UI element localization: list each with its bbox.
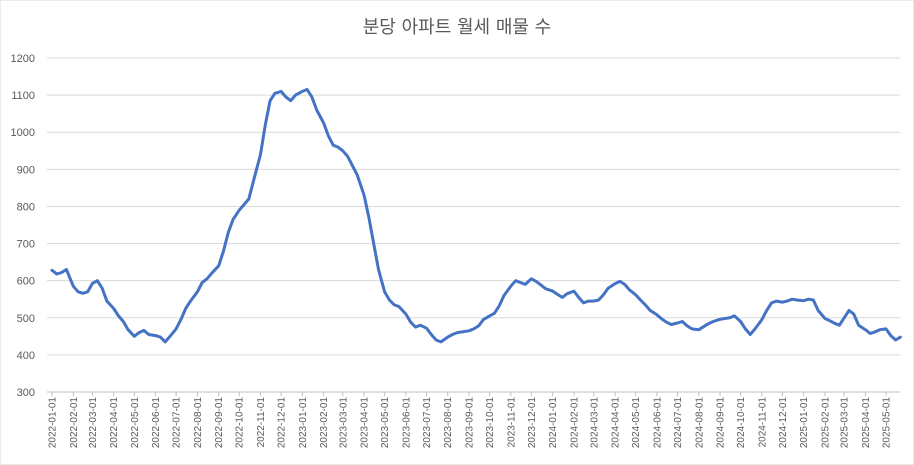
x-tick-label: 2024-03-01: [589, 397, 600, 449]
series-line: [50, 88, 902, 344]
y-tick-label: 600: [17, 276, 35, 288]
x-tick-label: 2024-08-01: [694, 397, 705, 449]
x-tick-label: 2024-12-01: [778, 397, 789, 449]
x-tick-label: 2022-08-01: [193, 397, 204, 449]
x-tick-label: 2023-09-01: [465, 397, 476, 449]
y-tick-label: 500: [17, 313, 35, 325]
x-axis-ticks: 2022-01-01 2022-02-01 2022-03-01 2022-04-01…: [48, 392, 893, 448]
x-tick-label: 2023-04-01: [360, 397, 371, 449]
y-tick-label: 1000: [11, 127, 35, 139]
x-tick-label: 2022-01-01: [48, 397, 59, 449]
x-tick-label: 2022-09-01: [214, 397, 225, 449]
x-tick-label: 2022-03-01: [88, 397, 99, 449]
x-tick-label: 2024-02-01: [569, 397, 580, 449]
x-tick-label: 2024-10-01: [736, 397, 747, 449]
x-tick-label: 2022-06-01: [151, 397, 162, 449]
x-tick-label: 2025-02-01: [820, 397, 831, 449]
x-tick-label: 2023-01-01: [298, 397, 309, 449]
x-tick-label: 2022-12-01: [277, 397, 288, 449]
x-tick-label: 2024-09-01: [716, 397, 727, 449]
x-tick-label: 2023-07-01: [422, 397, 433, 449]
x-tick-label: 2023-05-01: [380, 397, 391, 449]
gridlines: [47, 57, 900, 356]
x-tick-label: 2022-04-01: [109, 397, 120, 449]
x-tick-label: 2023-02-01: [319, 397, 330, 449]
x-tick-label: 2025-01-01: [799, 397, 810, 449]
x-tick-label: 2025-03-01: [840, 397, 851, 449]
x-tick-label: 2023-11-01: [506, 397, 517, 448]
chart-title: 분당 아파트 월세 매물 수: [363, 17, 552, 38]
x-tick-label: 2022-05-01: [130, 397, 141, 449]
y-tick-label: 400: [17, 350, 35, 362]
x-tick-label: 2023-12-01: [527, 397, 538, 449]
y-axis-ticks: 300 400 500 600 700 800 900 1000 1100 1200: [11, 53, 35, 399]
x-tick-label: 2022-07-01: [172, 397, 183, 449]
x-tick-label: 2024-05-01: [631, 397, 642, 449]
y-tick-label: 700: [17, 239, 35, 251]
y-tick-label: 900: [17, 164, 35, 176]
y-tick-label: 1200: [11, 53, 35, 65]
y-tick-label: 300: [17, 387, 35, 399]
x-tick-label: 2024-07-01: [673, 397, 684, 449]
y-tick-label: 800: [17, 201, 35, 213]
x-tick-label: 2024-11-01: [757, 397, 768, 448]
x-tick-label: 2024-01-01: [548, 397, 559, 449]
y-tick-label: 1100: [11, 90, 35, 102]
x-tick-label: 2023-06-01: [401, 397, 412, 449]
x-tick-label: 2022-10-01: [235, 397, 246, 449]
x-tick-label: 2023-08-01: [443, 397, 454, 449]
x-tick-label: 2022-02-01: [69, 397, 80, 449]
x-tick-label: 2023-10-01: [485, 397, 496, 449]
x-tick-label: 2024-04-01: [611, 397, 622, 449]
x-tick-label: 2023-03-01: [338, 397, 349, 449]
x-tick-label: 2022-11-01: [256, 397, 267, 448]
x-tick-label: 2025-04-01: [861, 397, 872, 449]
x-tick-label: 2024-06-01: [652, 397, 663, 449]
x-tick-label: 2025-05-01: [882, 397, 893, 449]
